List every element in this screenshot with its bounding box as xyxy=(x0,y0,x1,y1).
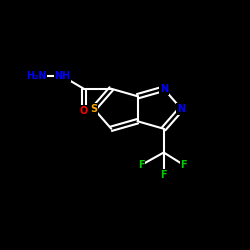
Text: F: F xyxy=(138,160,144,170)
Text: F: F xyxy=(160,170,167,180)
Text: S: S xyxy=(90,104,97,114)
Text: H₂N: H₂N xyxy=(26,71,46,81)
Text: NH: NH xyxy=(54,71,71,81)
Text: O: O xyxy=(80,106,88,116)
Text: F: F xyxy=(180,160,187,170)
Text: N: N xyxy=(177,104,185,114)
Text: N: N xyxy=(160,84,168,94)
